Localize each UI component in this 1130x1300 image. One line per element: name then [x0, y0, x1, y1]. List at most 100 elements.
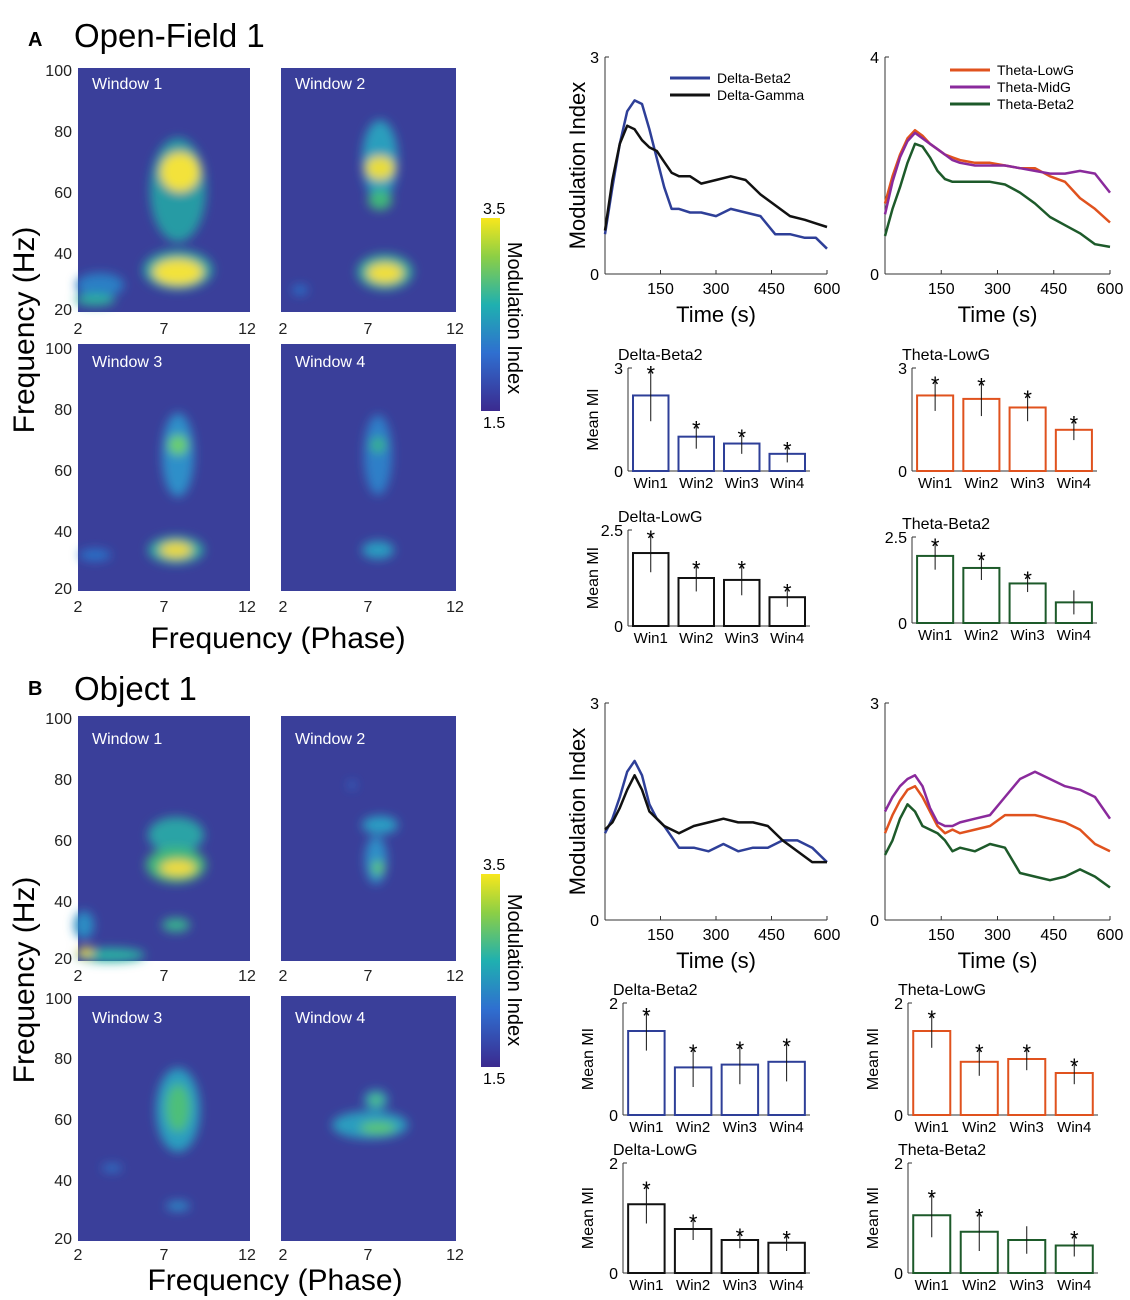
colorbar-b: 3.5 1.5 Modulation Index: [481, 857, 525, 1088]
x-tick-label: Win3: [725, 475, 759, 492]
series-line-theta-beta2: [883, 803, 1111, 889]
legend-label: Delta-Beta2: [717, 70, 791, 86]
legend-label: Theta-Beta2: [997, 96, 1074, 112]
y-tick-label: 100: [45, 341, 72, 358]
series-line-theta-lowg: [883, 128, 1111, 224]
x-tick-label: Win1: [629, 1119, 663, 1136]
series-line-theta-lowg: [883, 784, 1111, 853]
y-tick-label: 100: [45, 63, 72, 80]
significance-star: *: [689, 1210, 698, 1235]
significance-star: *: [642, 1003, 651, 1028]
x-axis-label: Time (s): [958, 948, 1038, 973]
line-chart-B-line-delta: 0 3 150 300 450 600 Time (s) Modulation Index: [565, 696, 840, 973]
y-tick-label: 2: [609, 996, 618, 1013]
line-chart-A-line-delta: 0 3 150 300 450 600 Time (s) Modulation Index De…: [565, 50, 840, 327]
comod-panel-b: Window 1 Window 2 Window 3: [8, 711, 525, 1297]
x-tick-label: Win1: [629, 1277, 663, 1294]
x-tick-label: 12: [238, 599, 256, 616]
bar: [632, 394, 670, 473]
x-tick-label: Win2: [964, 627, 998, 644]
x-tick-label: 300: [703, 927, 730, 944]
y-tick-label: 3: [898, 361, 907, 378]
significance-star: *: [782, 1227, 791, 1252]
bar-chart-title: Delta-LowG: [613, 1142, 697, 1159]
y-tick-label: 40: [54, 1173, 72, 1190]
window-label: Window 3: [92, 354, 162, 371]
x-tick-label: 7: [364, 1247, 373, 1264]
x-tick-label: Win4: [770, 1277, 804, 1294]
y-tick-label: 20: [54, 1231, 72, 1248]
x-tick-label: 600: [1097, 281, 1124, 298]
y-tick-label: 2: [894, 1156, 903, 1173]
x-tick-label: Win4: [770, 630, 804, 647]
line-chart-A-line-theta: 0 4 150 300 450 600 Time (s) Theta-LowGTheta-Mi…: [870, 50, 1123, 327]
y-tick-label: 3: [614, 361, 623, 378]
y-tick-label: 2.5: [601, 523, 623, 540]
legend-label: Delta-Gamma: [717, 87, 804, 103]
x-tick-label: Win3: [1011, 627, 1045, 644]
y-tick-label: 80: [54, 402, 72, 419]
x-axis-label: Time (s): [676, 948, 756, 973]
y-tick-label: 60: [54, 185, 72, 202]
series-line-delta-beta2: [603, 99, 828, 250]
x-tick-label: 2: [74, 1247, 83, 1264]
bar-chart-title: Theta-LowG: [902, 347, 990, 364]
comod-window-1: Window 1: [75, 68, 250, 312]
comod-axes-a: 100 80 60 40 20 100 80 60 40 20 2 7 12 2…: [45, 63, 464, 616]
significance-star: *: [927, 1006, 936, 1031]
y-tick-label: 0: [894, 1266, 903, 1283]
y-tick-label: 0: [609, 1108, 618, 1125]
panel-letter-b: B: [28, 678, 42, 700]
significance-star: *: [736, 1224, 745, 1249]
x-tick-label: Win1: [915, 1277, 949, 1294]
significance-star: *: [737, 557, 746, 582]
significance-star: *: [737, 425, 746, 450]
x-tick-label: Win2: [676, 1119, 710, 1136]
significance-star: *: [692, 557, 701, 582]
significance-star: *: [977, 374, 986, 399]
x-tick-label: 600: [1097, 927, 1124, 944]
y-tick-label: 0: [590, 913, 599, 930]
bar-chart-title: Theta-LowG: [898, 982, 986, 999]
x-tick-label: 7: [364, 968, 373, 985]
comod-window-3: Window 3: [78, 996, 250, 1241]
x-tick-label: 2: [279, 321, 288, 338]
colorbar-min: 1.5: [483, 1071, 505, 1088]
y-tick-label: 60: [54, 1112, 72, 1129]
significance-star: *: [931, 534, 940, 559]
x-tick-label: 12: [446, 321, 464, 338]
bar-chart-title: Delta-Beta2: [613, 982, 698, 999]
significance-star: *: [1070, 1227, 1079, 1252]
colorbar-min: 1.5: [483, 415, 505, 432]
legend-label: Theta-MidG: [997, 79, 1071, 95]
x-tick-label: 12: [238, 1247, 256, 1264]
comod-panel-a: Window 1 Window 2: [8, 63, 525, 655]
x-tick-label: 450: [758, 927, 785, 944]
y-axis-label: Mean MI: [865, 1028, 882, 1090]
colorbar-label: Modulation Index: [503, 894, 525, 1046]
significance-star: *: [692, 417, 701, 442]
window-label: Window 1: [92, 731, 162, 748]
significance-star: *: [782, 1034, 791, 1059]
x-axis-label: Time (s): [958, 302, 1038, 327]
y-tick-label: 0: [590, 267, 599, 284]
window-label: Window 4: [295, 354, 365, 371]
x-tick-label: Win4: [770, 475, 804, 492]
colorbar-max: 3.5: [483, 201, 505, 218]
x-tick-label: 450: [1040, 927, 1067, 944]
bar-chart-title: Delta-LowG: [618, 509, 702, 526]
window-label: Window 2: [295, 731, 365, 748]
x-tick-label: 12: [238, 968, 256, 985]
y-axis-label: Modulation Index: [565, 728, 590, 896]
comod-window-2: Window 2: [281, 716, 456, 961]
y-tick-label: 20: [54, 302, 72, 319]
y-tick-label: 0: [614, 619, 623, 636]
y-tick-label: 3: [870, 696, 879, 713]
window-label: Window 3: [92, 1010, 162, 1027]
significance-star: *: [646, 362, 655, 387]
panel-title-a: Open-Field 1: [74, 17, 265, 54]
